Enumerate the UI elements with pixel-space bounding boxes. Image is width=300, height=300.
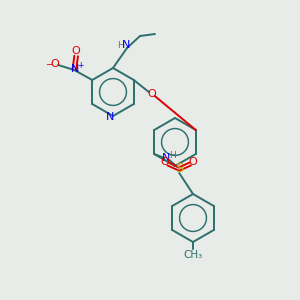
Text: N: N xyxy=(162,153,170,163)
Text: N: N xyxy=(122,40,130,50)
Text: S: S xyxy=(175,163,183,176)
Text: O: O xyxy=(161,157,170,167)
Text: O: O xyxy=(189,157,198,167)
Text: −: − xyxy=(46,59,53,68)
Text: N: N xyxy=(106,112,114,122)
Text: N: N xyxy=(71,64,80,74)
Text: H: H xyxy=(117,40,123,50)
Text: O: O xyxy=(147,89,156,99)
Text: +: + xyxy=(77,61,83,70)
Text: CH₃: CH₃ xyxy=(183,250,202,260)
Text: O: O xyxy=(51,59,60,69)
Text: H: H xyxy=(169,152,175,160)
Text: O: O xyxy=(72,46,81,56)
